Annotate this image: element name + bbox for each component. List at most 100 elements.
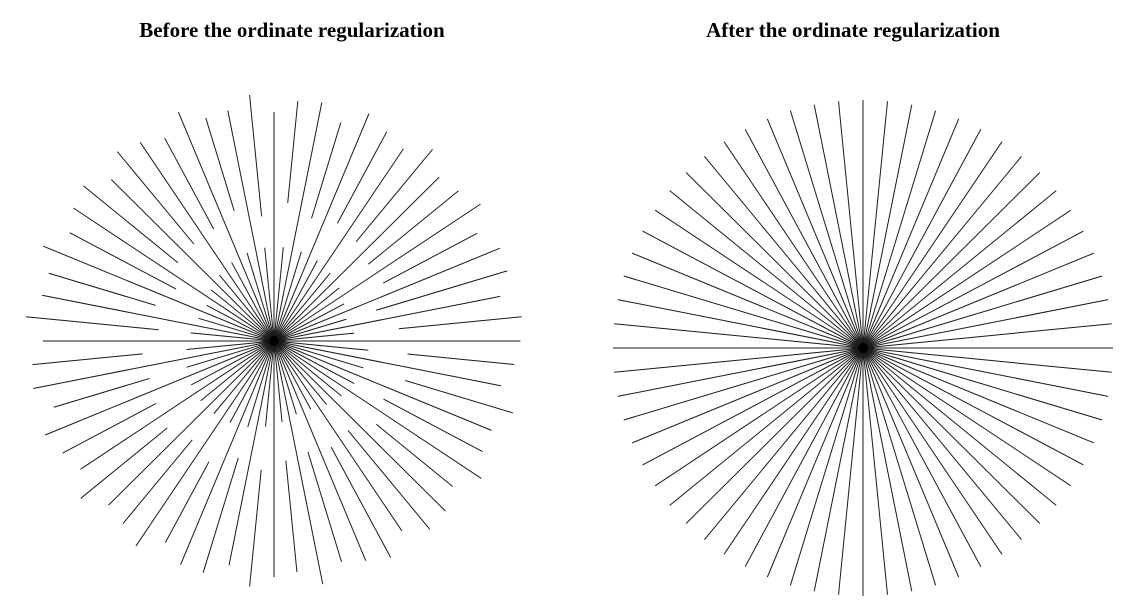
before-ray-53-inner — [273, 260, 318, 342]
before-ray-27-inner — [191, 340, 275, 386]
before-ray-35-inner — [198, 317, 275, 342]
after-ray-10 — [862, 347, 1003, 555]
before-ray-43-inner — [231, 262, 275, 342]
before-ray-45-outer — [205, 117, 235, 212]
before-ray-1-outer — [407, 353, 515, 365]
before-ray-60 — [273, 247, 501, 342]
before-ray-23-inner — [213, 340, 275, 414]
before-ray-36 — [43, 245, 275, 342]
after-ray-42 — [723, 141, 864, 349]
before-ray-39-inner — [210, 289, 275, 342]
after-ray-63 — [862, 323, 1112, 349]
before-ray-4 — [273, 340, 492, 431]
before-ray-9-outer — [347, 430, 431, 530]
before-ray-63-outer — [398, 316, 522, 330]
after-ray-35 — [623, 275, 864, 349]
panel-before: Before the ordinate regularization — [0, 0, 560, 609]
after-ray-40 — [685, 172, 864, 349]
before-ray-57-inner — [273, 287, 340, 342]
after-ray-6 — [862, 347, 1072, 487]
after-ray-50 — [862, 104, 913, 349]
before-ray-3-inner — [273, 340, 364, 369]
after-ray-43 — [744, 129, 864, 349]
before-ray-18 — [228, 340, 275, 566]
after-ray-2 — [862, 347, 1109, 397]
after-ray-57 — [862, 190, 1057, 349]
before-ray-23-outer — [122, 439, 193, 524]
after-ray-61 — [862, 275, 1103, 349]
before-hub — [269, 336, 279, 346]
after-ray-21 — [744, 347, 864, 567]
before-ray-51-inner — [273, 251, 302, 342]
after-ray-15 — [862, 347, 889, 595]
before-ray-26 — [80, 340, 275, 470]
after-ray-56 — [862, 172, 1041, 349]
after-ray-3 — [862, 347, 1103, 421]
before-ray-15-inner — [273, 340, 283, 423]
before-ray-61-outer — [375, 270, 508, 311]
after-ray-9 — [862, 347, 1022, 541]
starburst-before — [25, 94, 522, 587]
after-ray-53 — [862, 129, 982, 349]
after-ray-22 — [723, 347, 864, 555]
after-ray-5 — [862, 347, 1084, 466]
before-ray-17-outer — [249, 469, 262, 587]
after-ray-30 — [617, 347, 864, 397]
before-ray-41-outer — [117, 151, 195, 245]
before-ray-38 — [73, 207, 275, 342]
before-ray-37-outer — [69, 232, 177, 290]
before-ray-56 — [273, 176, 440, 342]
before-ray-59-inner — [273, 303, 345, 342]
after-ray-1 — [862, 347, 1112, 373]
before-ray-8 — [273, 340, 446, 512]
before-ray-31-outer — [32, 353, 143, 366]
before-ray-29-inner — [186, 340, 275, 368]
after-ray-18 — [813, 347, 864, 592]
after-ray-44 — [766, 118, 864, 349]
before-ray-1-inner — [273, 340, 369, 351]
before-ray-11-outer — [330, 446, 392, 558]
after-ray-23 — [704, 347, 864, 541]
before-ray-61-inner — [273, 318, 347, 342]
after-ray-60 — [862, 252, 1095, 349]
before-ray-19-outer — [202, 457, 239, 573]
before-ray-21-inner — [229, 340, 275, 423]
after-ray-36 — [631, 252, 864, 349]
before-ray-39-outer — [83, 185, 179, 264]
before-ray-7-inner — [273, 340, 342, 397]
before-ray-55-inner — [273, 272, 331, 342]
before-ray-21-outer — [164, 461, 210, 543]
panel-title-after: After the ordinate regularization — [706, 18, 1000, 42]
panel-after: After the ordinate regularization — [583, 0, 1143, 609]
after-ray-14 — [862, 347, 913, 592]
before-ray-25-inner — [200, 340, 275, 402]
before-ray-42 — [139, 142, 275, 342]
before-ray-19-inner — [247, 340, 275, 428]
before-ray-24 — [108, 340, 275, 506]
after-ray-20 — [766, 347, 864, 578]
after-ray-17 — [837, 347, 864, 595]
after-ray-46 — [813, 104, 864, 349]
after-ray-55 — [862, 155, 1022, 349]
after-ray-37 — [642, 230, 864, 349]
before-ray-46 — [227, 110, 275, 342]
before-ray-13-outer — [307, 451, 343, 563]
after-ray-31 — [614, 347, 864, 373]
before-ray-9-inner — [273, 340, 327, 405]
before-ray-12 — [273, 340, 367, 561]
after-ray-52 — [862, 118, 960, 349]
after-hub — [858, 343, 868, 353]
before-ray-17-inner — [265, 340, 275, 427]
before-ray-54 — [273, 148, 404, 342]
after-ray-8 — [862, 347, 1041, 524]
after-ray-59 — [862, 230, 1084, 349]
before-ray-58 — [273, 203, 481, 342]
before-ray-31-inner — [186, 340, 275, 351]
before-ray-6 — [273, 340, 482, 479]
after-ray-24 — [685, 347, 864, 524]
after-ray-58 — [862, 209, 1072, 349]
before-ray-33-inner — [190, 332, 275, 342]
before-ray-47-outer — [249, 94, 263, 217]
before-ray-45-inner — [246, 252, 275, 342]
after-ray-12 — [862, 347, 960, 578]
